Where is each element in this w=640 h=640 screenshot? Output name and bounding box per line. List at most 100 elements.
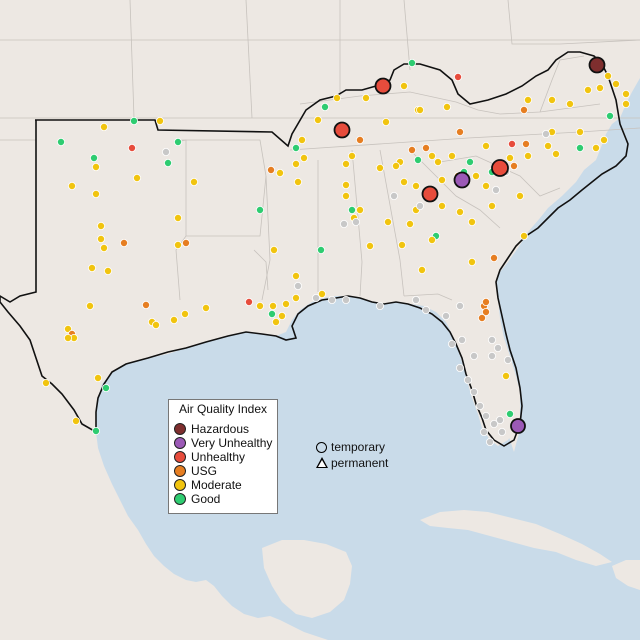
monitor-point-moderate[interactable]	[417, 265, 426, 274]
monitor-point-no-data[interactable]	[339, 219, 348, 228]
monitor-point-good[interactable]	[465, 157, 474, 166]
monitor-point-moderate[interactable]	[97, 234, 106, 243]
monitor-point-no-data[interactable]	[493, 343, 502, 352]
monitor-point-moderate[interactable]	[64, 333, 73, 342]
monitor-point-moderate[interactable]	[97, 221, 106, 230]
monitor-point-moderate[interactable]	[405, 219, 414, 228]
monitor-point-moderate[interactable]	[173, 213, 182, 222]
monitor-point-moderate[interactable]	[281, 299, 290, 308]
monitor-point-usg[interactable]	[141, 300, 150, 309]
monitor-point-moderate[interactable]	[355, 205, 364, 214]
monitor-point-moderate[interactable]	[341, 159, 350, 168]
monitor-point-good[interactable]	[291, 143, 300, 152]
monitor-point-usg[interactable]	[181, 238, 190, 247]
monitor-point-no-data[interactable]	[351, 217, 360, 226]
monitor-point-no-data[interactable]	[469, 387, 478, 396]
monitor-point-no-data[interactable]	[457, 335, 466, 344]
monitor-point-moderate[interactable]	[399, 177, 408, 186]
monitor-point-moderate[interactable]	[100, 243, 109, 252]
monitor-point-moderate[interactable]	[317, 289, 326, 298]
monitor-point-moderate[interactable]	[524, 151, 533, 160]
monitor-point-large-very-unhealthy[interactable]	[510, 418, 526, 434]
monitor-point-moderate[interactable]	[505, 153, 514, 162]
monitor-point-no-data[interactable]	[489, 419, 498, 428]
monitor-point-good[interactable]	[255, 205, 264, 214]
monitor-point-no-data[interactable]	[415, 201, 424, 210]
monitor-point-moderate[interactable]	[297, 135, 306, 144]
monitor-point-good[interactable]	[102, 383, 111, 392]
monitor-point-moderate[interactable]	[341, 191, 350, 200]
monitor-point-moderate[interactable]	[151, 320, 160, 329]
monitor-point-no-data[interactable]	[455, 301, 464, 310]
monitor-point-moderate[interactable]	[604, 72, 613, 81]
monitor-point-moderate[interactable]	[365, 241, 374, 250]
monitor-point-moderate[interactable]	[391, 161, 400, 170]
monitor-point-moderate[interactable]	[566, 100, 575, 109]
monitor-point-moderate[interactable]	[584, 86, 593, 95]
monitor-point-good[interactable]	[606, 112, 615, 121]
monitor-point-moderate[interactable]	[455, 207, 464, 216]
monitor-point-moderate[interactable]	[291, 293, 300, 302]
monitor-point-moderate[interactable]	[622, 90, 631, 99]
monitor-point-moderate[interactable]	[277, 311, 286, 320]
monitor-point-moderate[interactable]	[169, 315, 178, 324]
monitor-point-moderate[interactable]	[467, 257, 476, 266]
monitor-point-usg[interactable]	[489, 253, 498, 262]
monitor-point-moderate[interactable]	[622, 100, 631, 109]
monitor-point-large-hazardous[interactable]	[588, 56, 606, 74]
monitor-point-usg[interactable]	[481, 297, 490, 306]
monitor-point-moderate[interactable]	[269, 245, 278, 254]
monitor-point-moderate[interactable]	[361, 94, 370, 103]
monitor-point-no-data[interactable]	[487, 351, 496, 360]
monitor-point-good[interactable]	[347, 205, 356, 214]
monitor-point-large-unhealthy[interactable]	[491, 159, 509, 177]
monitor-point-moderate[interactable]	[293, 177, 302, 186]
monitor-point-no-data[interactable]	[441, 311, 450, 320]
monitor-point-unhealthy[interactable]	[507, 139, 516, 148]
monitor-point-no-data[interactable]	[411, 295, 420, 304]
monitor-point-good[interactable]	[413, 155, 422, 164]
monitor-point-moderate[interactable]	[180, 309, 189, 318]
monitor-point-moderate[interactable]	[447, 151, 456, 160]
monitor-point-no-data[interactable]	[341, 295, 350, 304]
monitor-point-no-data[interactable]	[463, 375, 472, 384]
monitor-point-moderate[interactable]	[437, 201, 446, 210]
monitor-point-no-data[interactable]	[311, 293, 320, 302]
monitor-point-moderate[interactable]	[68, 181, 77, 190]
monitor-point-moderate[interactable]	[471, 171, 480, 180]
monitor-point-good[interactable]	[57, 137, 66, 146]
monitor-point-no-data[interactable]	[503, 355, 512, 364]
monitor-point-moderate[interactable]	[427, 235, 436, 244]
monitor-point-no-data[interactable]	[479, 427, 488, 436]
monitor-point-moderate[interactable]	[88, 263, 97, 272]
monitor-point-usg[interactable]	[266, 165, 275, 174]
monitor-point-moderate[interactable]	[86, 301, 95, 310]
monitor-point-large-very-unhealthy[interactable]	[453, 171, 471, 189]
monitor-point-no-data[interactable]	[485, 437, 494, 446]
monitor-point-moderate[interactable]	[516, 191, 525, 200]
monitor-point-good[interactable]	[129, 117, 138, 126]
monitor-point-moderate[interactable]	[383, 217, 392, 226]
monitor-point-moderate[interactable]	[600, 135, 609, 144]
monitor-point-no-data[interactable]	[447, 339, 456, 348]
monitor-point-good[interactable]	[407, 59, 416, 68]
monitor-point-no-data[interactable]	[542, 129, 551, 138]
monitor-point-moderate[interactable]	[347, 151, 356, 160]
monitor-point-moderate[interactable]	[427, 151, 436, 160]
monitor-point-moderate[interactable]	[442, 103, 451, 112]
monitor-point-usg[interactable]	[421, 143, 430, 152]
monitor-point-moderate[interactable]	[341, 180, 350, 189]
monitor-point-moderate[interactable]	[520, 231, 529, 240]
monitor-point-unhealthy[interactable]	[127, 143, 136, 152]
monitor-point-large-unhealthy[interactable]	[333, 121, 351, 139]
monitor-point-good[interactable]	[316, 245, 325, 254]
monitor-point-no-data[interactable]	[475, 401, 484, 410]
monitor-point-good[interactable]	[92, 426, 101, 435]
monitor-point-moderate[interactable]	[92, 189, 101, 198]
monitor-point-moderate[interactable]	[467, 217, 476, 226]
monitor-point-moderate[interactable]	[481, 141, 490, 150]
monitor-point-usg[interactable]	[120, 238, 129, 247]
monitor-point-moderate[interactable]	[612, 80, 621, 89]
monitor-point-moderate[interactable]	[275, 168, 284, 177]
